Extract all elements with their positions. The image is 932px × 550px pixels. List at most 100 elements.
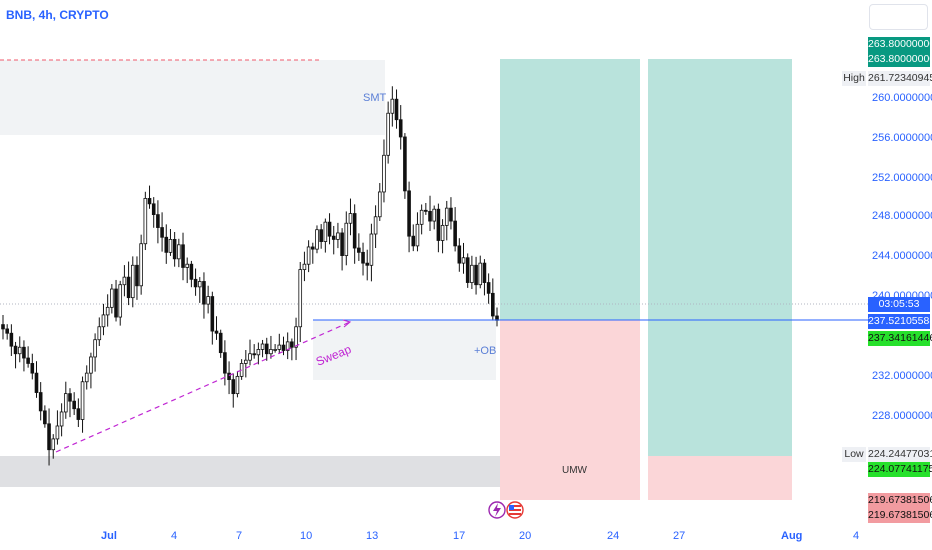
candle-body	[68, 393, 72, 402]
candle-body	[449, 207, 453, 222]
candle-body	[394, 98, 399, 121]
target-1-badge: 263.80000000	[868, 37, 932, 52]
candle-body	[256, 349, 261, 356]
candle-body	[336, 232, 340, 240]
candle-body	[319, 229, 323, 242]
price-tick: 256.00000000	[872, 132, 932, 144]
candle-body	[214, 330, 219, 334]
time-tick: 24	[607, 530, 620, 542]
candle-body	[93, 339, 97, 358]
candle-body	[315, 229, 319, 250]
candle-body	[101, 314, 106, 328]
candle-body	[470, 264, 474, 283]
candle-body	[34, 372, 39, 393]
time-tick: 4	[853, 530, 860, 542]
candle-body	[9, 332, 14, 347]
sweep-arrow-head	[342, 319, 352, 328]
candle-body	[156, 214, 160, 228]
position-1-profit-zone	[500, 59, 640, 320]
candle-body	[72, 400, 76, 410]
candle-body	[386, 112, 390, 156]
candle-body	[294, 326, 298, 348]
candle-body	[172, 239, 177, 260]
price-tick: 260.00000000	[872, 92, 932, 104]
candle-body	[340, 232, 344, 256]
candle-body	[130, 264, 135, 299]
flash-event-glyph	[493, 503, 501, 517]
candle-body	[491, 292, 495, 317]
candle-body	[51, 438, 56, 451]
candle-body	[302, 263, 307, 271]
candles	[1, 86, 499, 466]
target-2-badge: 263.80000000	[868, 52, 932, 67]
candle-body	[193, 278, 198, 288]
time-tick: 27	[673, 530, 686, 542]
candle-body	[223, 352, 227, 374]
candle-body	[84, 372, 89, 383]
candle-body	[424, 209, 428, 212]
candle-body	[357, 247, 361, 253]
position-1-loss-zone	[500, 320, 640, 500]
candle-body	[482, 262, 487, 283]
candle-body	[428, 210, 432, 222]
candle-body	[248, 353, 252, 361]
candle-body	[453, 220, 457, 247]
candle-body	[323, 221, 328, 242]
candle-body	[151, 203, 156, 216]
candle-body	[411, 235, 416, 247]
candle-body	[59, 411, 64, 427]
candle-body	[55, 425, 60, 440]
candle-body	[126, 276, 131, 299]
candle-body	[160, 227, 164, 238]
candle-body	[377, 191, 382, 218]
candle-body	[5, 328, 9, 334]
chart-title: BNB, 4h, CRYPTO	[6, 8, 109, 22]
time-tick: 13	[366, 530, 379, 542]
price-tick: 248.00000000	[872, 210, 932, 222]
candle-body	[461, 257, 466, 264]
candle-body	[382, 154, 386, 193]
candle-body	[432, 208, 437, 222]
time-tick: Aug	[781, 530, 803, 542]
candle-body	[407, 190, 411, 237]
candle-body	[264, 343, 269, 355]
candle-body	[122, 276, 127, 286]
candle-body	[110, 288, 114, 308]
time-tick: Jul	[101, 530, 117, 542]
candle-body	[244, 359, 248, 364]
candle-body	[403, 136, 407, 192]
candle-body	[26, 357, 30, 364]
candle-body	[164, 236, 169, 253]
candle-body	[185, 263, 190, 268]
candle-body	[231, 379, 236, 395]
candle-body	[260, 343, 265, 350]
candle-body	[465, 257, 470, 283]
candle-body	[310, 246, 315, 250]
candle-body	[344, 222, 349, 256]
position-2-loss-zone	[648, 456, 792, 500]
candle-body	[197, 281, 202, 288]
candle-body	[457, 245, 462, 264]
candle-body	[218, 332, 223, 354]
candle-body	[269, 349, 273, 355]
candle-body	[43, 410, 47, 425]
candle-body	[47, 423, 51, 451]
candle-body	[13, 345, 18, 355]
candle-body	[210, 296, 215, 332]
candle-body	[273, 349, 277, 351]
candle-body	[139, 243, 143, 287]
candle-body	[369, 233, 374, 266]
stop-1-badge: 219.67381506	[868, 493, 932, 508]
candle-body	[436, 208, 441, 241]
candle-body	[17, 346, 22, 355]
toolbar-box[interactable]	[869, 4, 928, 30]
candle-body	[38, 392, 43, 412]
candle-body	[22, 346, 26, 359]
candle-body	[285, 341, 290, 351]
candle-body	[419, 209, 424, 225]
candle-body	[89, 356, 93, 374]
position-2-profit-zone	[648, 59, 792, 456]
candle-body	[135, 264, 139, 287]
umw-zone	[0, 456, 585, 487]
